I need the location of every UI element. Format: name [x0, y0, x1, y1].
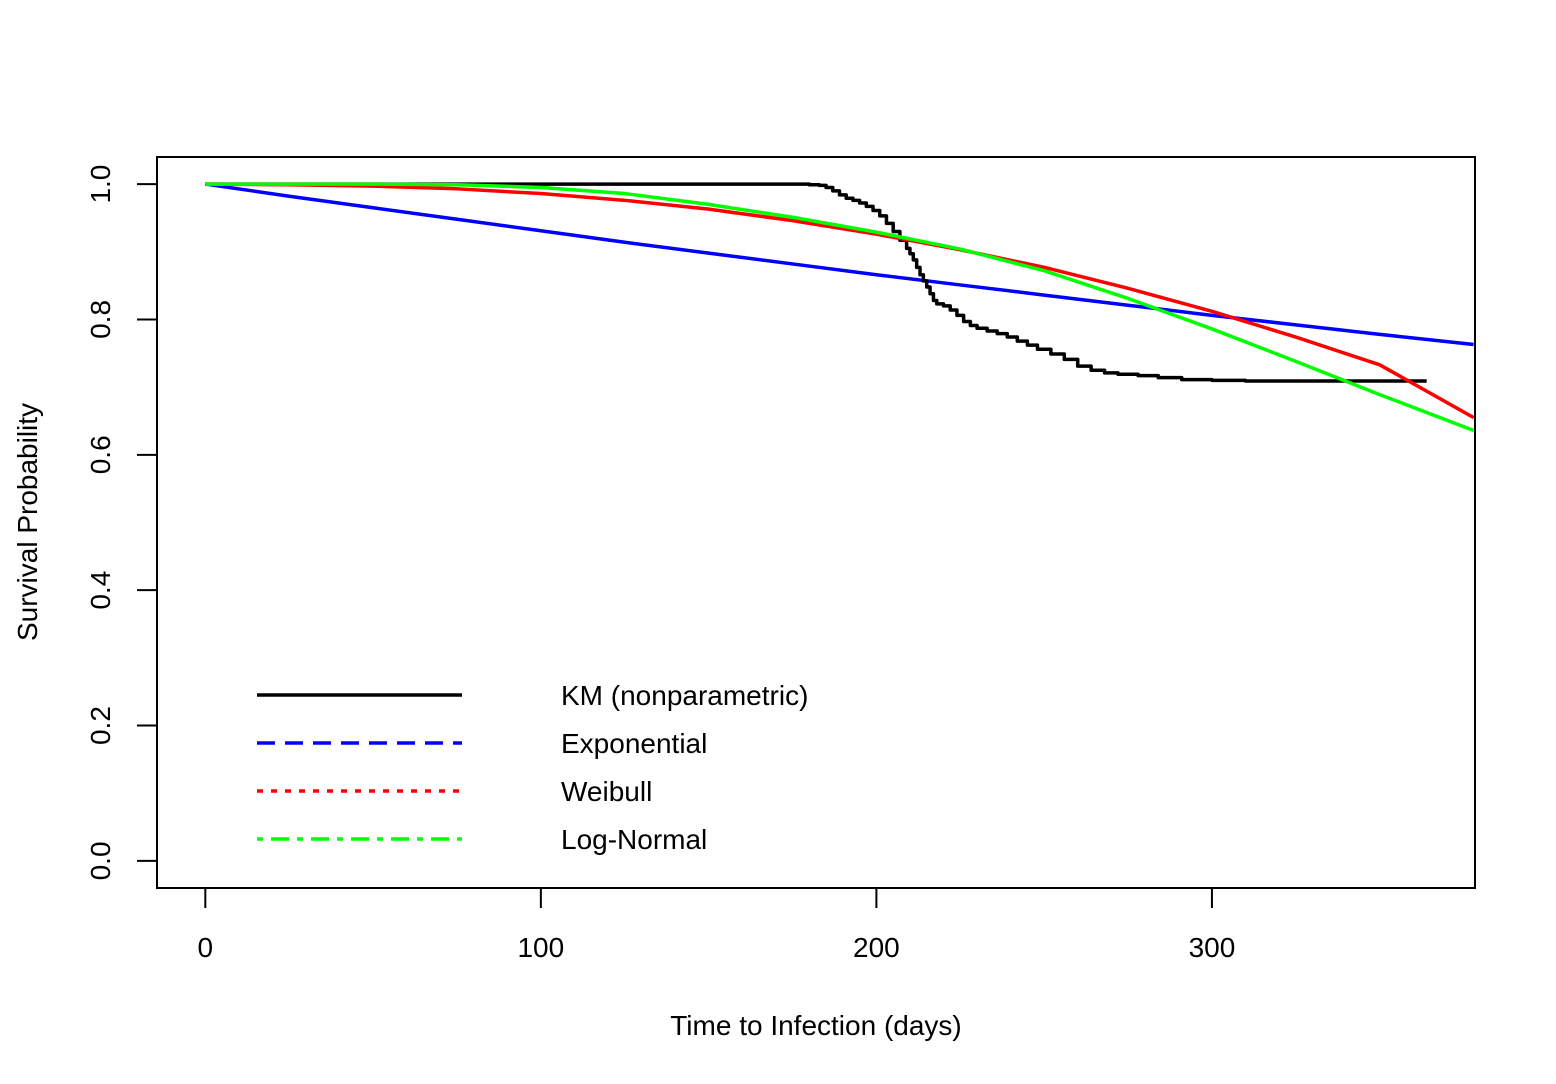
y-tick-label: 0.6 [85, 435, 116, 474]
y-tick-label: 0.0 [85, 841, 116, 880]
series-line-weibull [205, 182, 1474, 420]
legend-label: Weibull [561, 776, 652, 807]
legend-label: Exponential [561, 728, 707, 759]
x-tick-label: 300 [1189, 932, 1236, 963]
series-layer [205, 182, 1474, 433]
legend: KM (nonparametric) Exponential Weibull Log-… [257, 680, 808, 855]
x-tick-label: 200 [853, 932, 900, 963]
series-line-log-normal [205, 182, 1474, 433]
series-line-exponential [205, 182, 1474, 347]
y-axis: 0.0 0.2 0.4 0.6 0.8 1.0 [85, 165, 158, 880]
series-line-km-nonparametric [205, 182, 1427, 383]
legend-label: KM (nonparametric) [561, 680, 808, 711]
legend-label: Log-Normal [561, 824, 707, 855]
y-tick-label: 0.2 [85, 706, 116, 745]
y-tick-label: 0.4 [85, 571, 116, 610]
x-axis: 0 100 200 300 [198, 887, 1236, 963]
y-tick-label: 0.8 [85, 300, 116, 339]
x-tick-label: 0 [198, 932, 214, 963]
y-axis-label: Survival Probability [12, 403, 43, 641]
x-tick-label: 100 [517, 932, 564, 963]
x-axis-label: Time to Infection (days) [670, 1010, 962, 1041]
y-tick-label: 1.0 [85, 165, 116, 204]
